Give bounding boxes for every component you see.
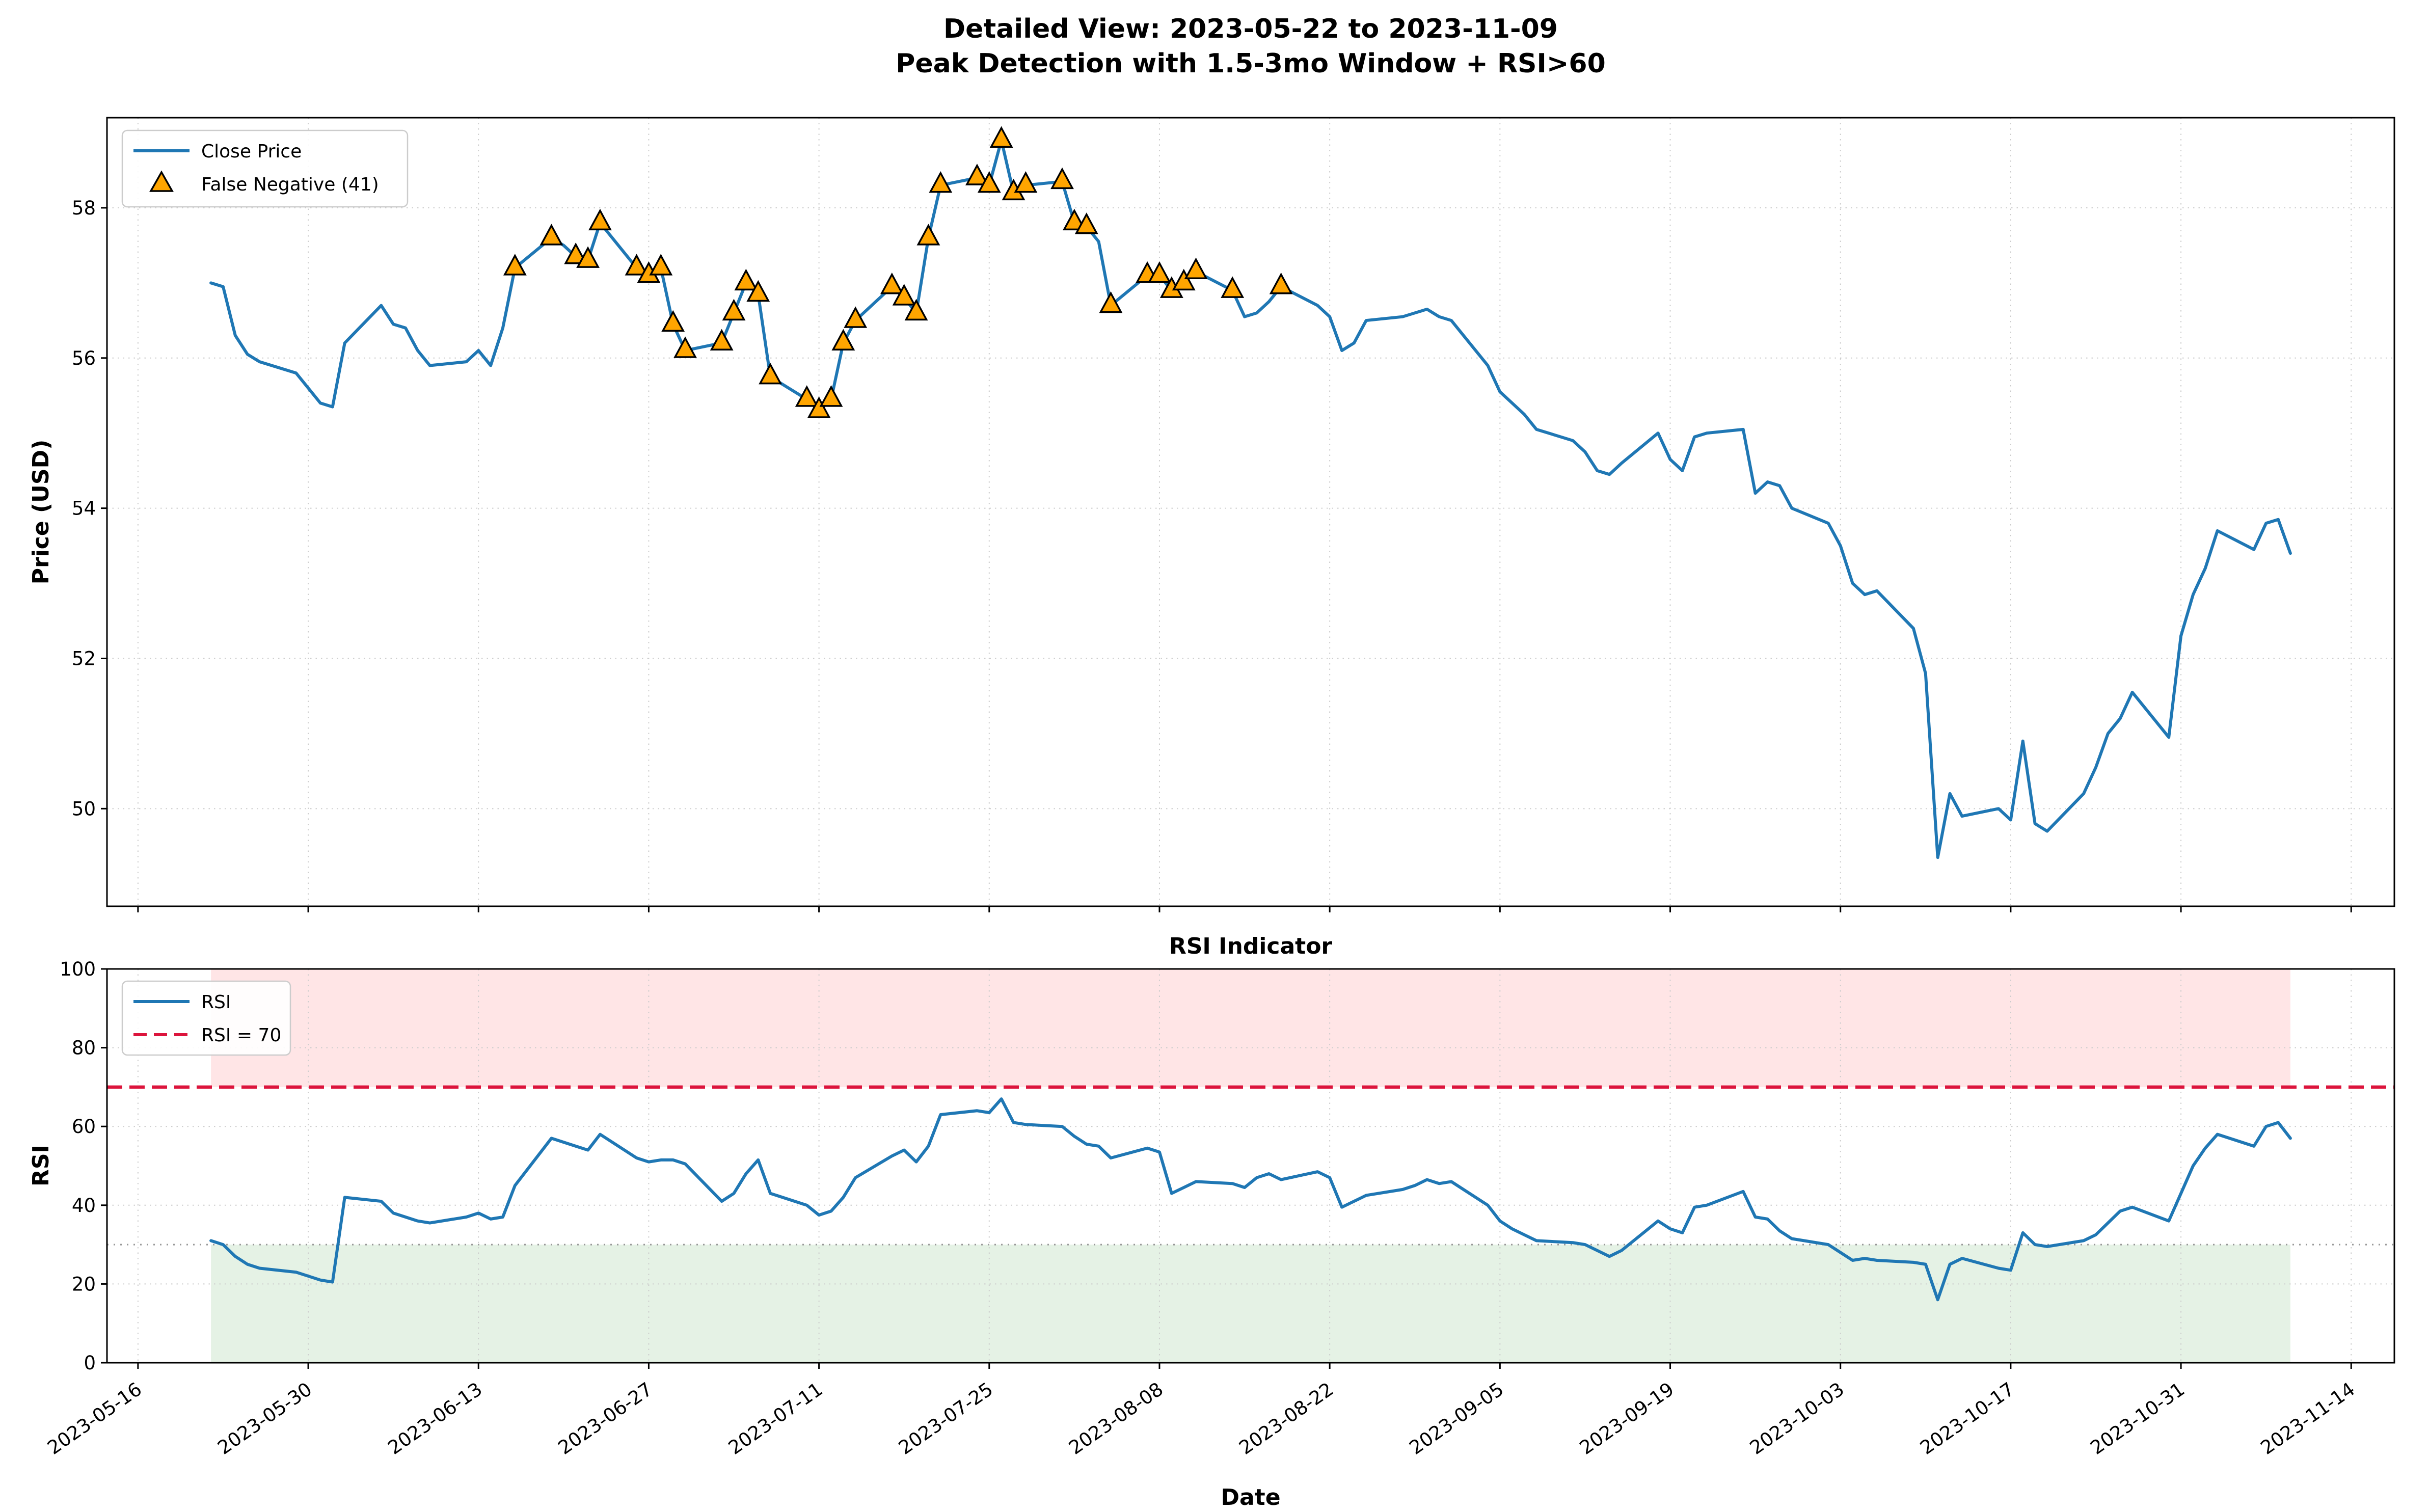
y-tick-label: 40 [72,1195,96,1217]
false-negative-marker-icon [1184,257,1208,279]
false-negative-marker-icon [588,208,612,231]
x-tick-label: 2023-08-08 [1065,1378,1167,1459]
rsi-subplot-title: RSI Indicator [1169,933,1333,959]
false-negative-marker-icon [759,362,782,385]
rsi-threshold-legend-label: RSI = 70 [201,1025,281,1046]
y-tick-label: 50 [72,798,96,820]
rsi-legend-label: RSI [201,992,231,1013]
close-price-line [209,139,2292,859]
y-tick-label: 20 [72,1273,96,1295]
false-negative-marker-icon [503,254,527,276]
rsi-plot-area: 0 20 40 60 80 100 2023-05-16 2023-05-30 2023-06-… [43,958,2395,1459]
rsi-y-axis-label: RSI [28,1145,54,1186]
figure-title-line1: Detailed View: 2023-05-22 to 2023-11-09 [943,14,1558,44]
false-negative-marker-icon [734,268,758,291]
false-negative-marker-icon [649,254,673,276]
figure-title-line2: Peak Detection with 1.5-3mo Window + RSI… [896,48,1606,79]
false-negative-marker-icon [965,164,989,185]
y-tick-label: 60 [72,1116,96,1138]
price-y-axis-label: Price (USD) [28,440,54,584]
axes-border [106,968,2395,1364]
rsi-legend-box [121,980,291,1056]
price-legend: Close Price False Negative (41) [121,129,409,208]
x-tick-label: 2023-09-05 [1406,1378,1508,1459]
y-tick-label: 54 [72,498,96,520]
oversold-band [211,1245,2290,1363]
false-negative-marker-icon [977,171,1001,193]
y-tick-label: 52 [72,647,96,669]
axes-border [106,117,2395,907]
false-negative-marker-icon [539,224,563,246]
false-negative-marker-icon [892,284,916,306]
false-negative-marker-icon [1099,291,1123,313]
false-negative-marker-icon [1172,268,1196,291]
false-negative-marker-icon [661,310,685,332]
false-negative-marker-icon [916,224,940,246]
x-tick-label: 2023-07-25 [895,1378,997,1459]
false-negative-marker-icon [1062,208,1086,231]
price-legend-box [121,129,409,208]
x-tick-label: 2023-07-11 [724,1378,827,1459]
false-negative-marker-icon [1269,273,1293,294]
false-negative-marker-icon [831,329,855,351]
false-negative-marker-icon [929,171,953,193]
false-negative-marker-icon [576,246,600,268]
x-tick-label: 2023-09-19 [1576,1378,1678,1459]
false-negative-marker-icon [819,385,843,407]
y-tick-label: 56 [72,347,96,369]
y-tick-label: 100 [60,958,96,980]
false-negative-marker-icon [625,254,649,276]
overbought-band [211,969,2290,1087]
false-negative-marker-icon [673,336,697,358]
false-negative-marker-icon [1148,261,1171,283]
y-tick-label: 58 [72,197,96,219]
x-tick-label: 2023-10-17 [1916,1378,2018,1459]
rsi-line [209,1097,2292,1302]
x-tick-label: 2023-10-31 [2086,1378,2189,1459]
rsi-legend: RSI RSI = 70 [121,980,291,1056]
x-tick-label: 2023-08-22 [1235,1378,1338,1459]
false-negative-marker-icon [880,273,904,294]
false-negative-marker-icon [1221,276,1245,298]
false-negative-marker-icon [746,280,770,302]
x-tick-label: 2023-05-16 [43,1378,146,1459]
false-negative-marker-icon [564,242,588,264]
y-tick-label: 0 [84,1352,96,1374]
x-tick-label: 2023-11-14 [2257,1378,2359,1459]
false-negative-marker-icon [1074,212,1098,234]
x-tick-label: 2023-06-27 [554,1378,657,1459]
close-price-legend-label: Close Price [201,141,302,162]
false-negative-marker-icon [844,306,868,328]
false-negative-marker-icon [989,126,1013,148]
false-negative-marker-icon [722,299,746,321]
false-negative-marker-icon [1014,171,1038,193]
x-tick-label: 2023-05-30 [213,1378,316,1459]
false-negative-marker-icon [795,385,819,407]
false-negative-marker-icon [807,396,831,418]
x-tick-label: 2023-06-13 [384,1378,487,1459]
false-negative-legend-marker-icon [149,170,174,192]
false-negative-marker-icon [904,299,928,321]
false-negative-legend-label: False Negative (41) [201,174,379,195]
false-negative-marker-icon [1050,167,1074,190]
price-plot-area: 50 52 54 56 58 [72,117,2395,912]
false-negative-marker-icon [710,329,734,351]
y-tick-label: 80 [72,1037,96,1059]
x-tick-label: 2023-10-03 [1746,1378,1848,1459]
x-axis-label: Date [1221,1484,1280,1510]
